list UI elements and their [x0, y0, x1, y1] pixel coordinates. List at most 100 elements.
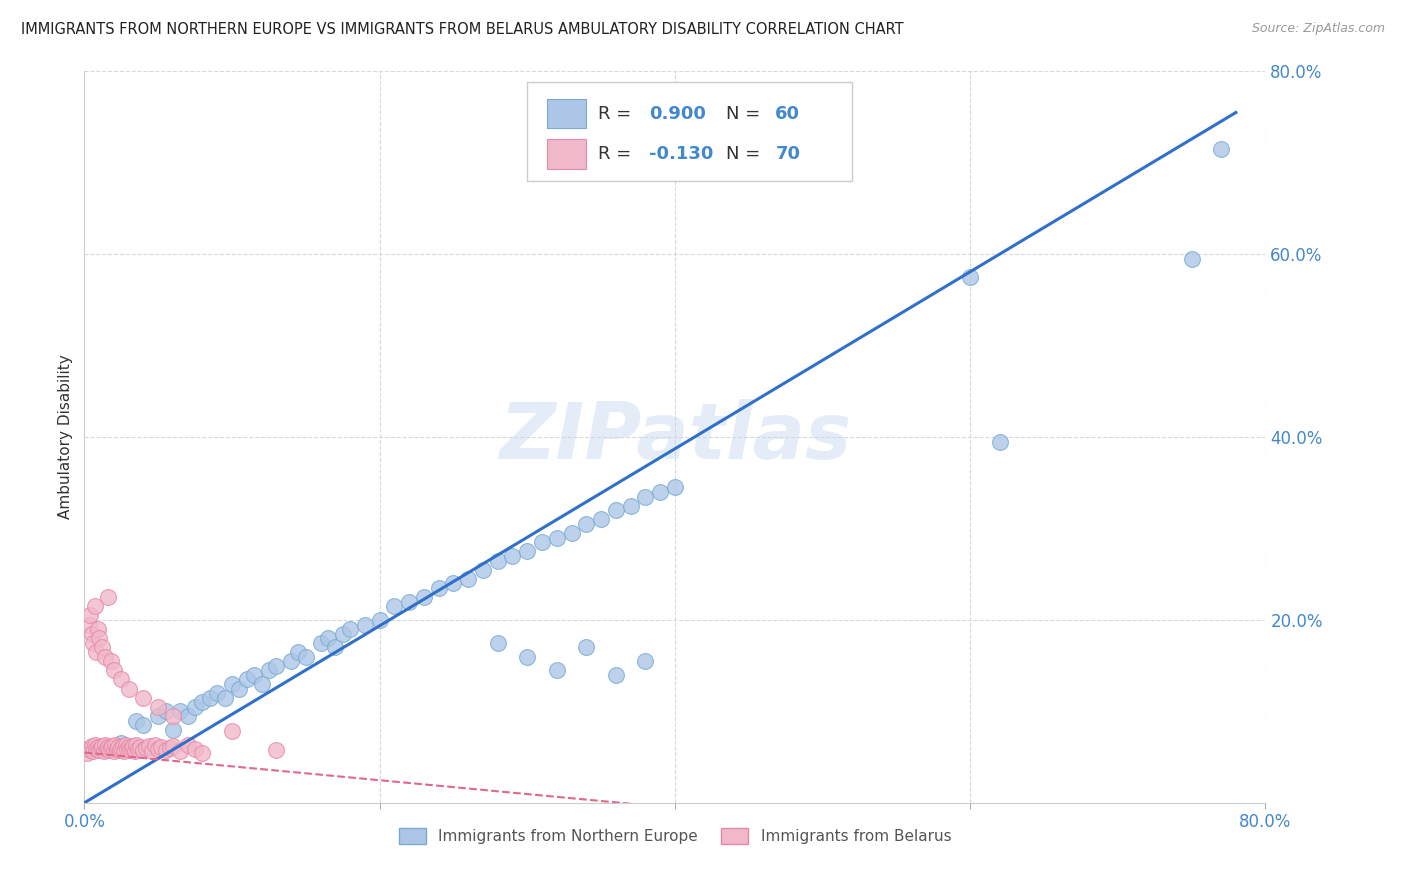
Point — [413, 590, 436, 604]
Point — [354, 617, 377, 632]
Point — [339, 622, 361, 636]
Point — [561, 526, 583, 541]
Point — [250, 677, 273, 691]
Point — [132, 743, 155, 757]
Point — [316, 632, 339, 646]
Point — [84, 742, 107, 756]
Point — [143, 738, 166, 752]
Point — [103, 744, 125, 758]
Point — [325, 640, 347, 655]
Point — [243, 667, 266, 681]
Text: R =: R = — [598, 145, 637, 163]
Point — [634, 654, 657, 668]
Point — [207, 686, 229, 700]
Point — [155, 743, 177, 757]
Point — [97, 739, 120, 754]
Point — [110, 736, 132, 750]
Bar — [547, 139, 586, 169]
Point — [605, 503, 627, 517]
Point — [135, 740, 157, 755]
Point — [287, 645, 309, 659]
Point — [100, 740, 122, 755]
Point — [86, 622, 108, 636]
Text: IMMIGRANTS FROM NORTHERN EUROPE VS IMMIGRANTS FROM BELARUS AMBULATORY DISABILITY: IMMIGRANTS FROM NORTHERN EUROPE VS IMMIG… — [21, 22, 904, 37]
Point — [309, 636, 332, 650]
Point — [516, 649, 538, 664]
Point — [129, 739, 152, 754]
Point — [191, 746, 214, 760]
Point — [332, 626, 354, 640]
Point — [83, 599, 105, 614]
Point — [122, 739, 145, 753]
Point — [96, 742, 118, 756]
Point — [108, 743, 131, 757]
Text: -0.130: -0.130 — [650, 145, 713, 163]
Point — [162, 739, 184, 753]
Point — [104, 738, 127, 752]
Point — [191, 695, 214, 709]
Point — [93, 744, 115, 758]
Text: 70: 70 — [775, 145, 800, 163]
Point — [114, 738, 136, 752]
Point — [94, 649, 117, 664]
Point — [132, 718, 155, 732]
Point — [605, 667, 627, 681]
Point — [546, 663, 568, 677]
Point — [121, 740, 143, 755]
Point — [177, 709, 200, 723]
Point — [115, 742, 138, 756]
Point — [575, 516, 598, 531]
Point — [76, 746, 98, 760]
Point — [266, 658, 288, 673]
Point — [184, 699, 207, 714]
Point — [100, 654, 122, 668]
Point — [77, 617, 100, 632]
Point — [295, 649, 318, 664]
Point — [84, 645, 107, 659]
Point — [87, 743, 111, 757]
Point — [112, 744, 135, 758]
Point — [125, 738, 148, 752]
Point — [86, 739, 108, 754]
Point — [443, 576, 465, 591]
Point — [650, 485, 672, 500]
Point — [118, 681, 141, 696]
Point — [162, 723, 184, 737]
Point — [83, 738, 105, 752]
Point — [101, 739, 124, 753]
Text: N =: N = — [725, 145, 766, 163]
Point — [79, 608, 101, 623]
Point — [257, 663, 280, 677]
Point — [591, 512, 613, 526]
Point — [169, 705, 191, 719]
Point — [575, 640, 598, 655]
Text: Source: ZipAtlas.com: Source: ZipAtlas.com — [1251, 22, 1385, 36]
Point — [125, 714, 148, 728]
Point — [266, 743, 288, 757]
Point — [82, 744, 104, 758]
Point — [120, 743, 142, 757]
Point — [141, 744, 163, 758]
Point — [91, 640, 114, 655]
Y-axis label: Ambulatory Disability: Ambulatory Disability — [58, 355, 73, 519]
Point — [80, 739, 103, 753]
Text: 60: 60 — [775, 104, 800, 123]
Point — [988, 434, 1011, 449]
Point — [90, 740, 112, 755]
Point — [87, 632, 111, 646]
Point — [155, 705, 177, 719]
Point — [127, 742, 149, 756]
Point — [398, 594, 420, 608]
Point — [486, 636, 509, 650]
Point — [177, 738, 200, 752]
Point — [486, 553, 509, 567]
Point — [79, 743, 101, 757]
Point — [501, 549, 523, 563]
Point — [169, 744, 191, 758]
Text: N =: N = — [725, 104, 766, 123]
Point — [91, 739, 114, 753]
Point — [150, 739, 173, 754]
Text: R =: R = — [598, 104, 637, 123]
Point — [472, 563, 495, 577]
Point — [97, 590, 120, 604]
